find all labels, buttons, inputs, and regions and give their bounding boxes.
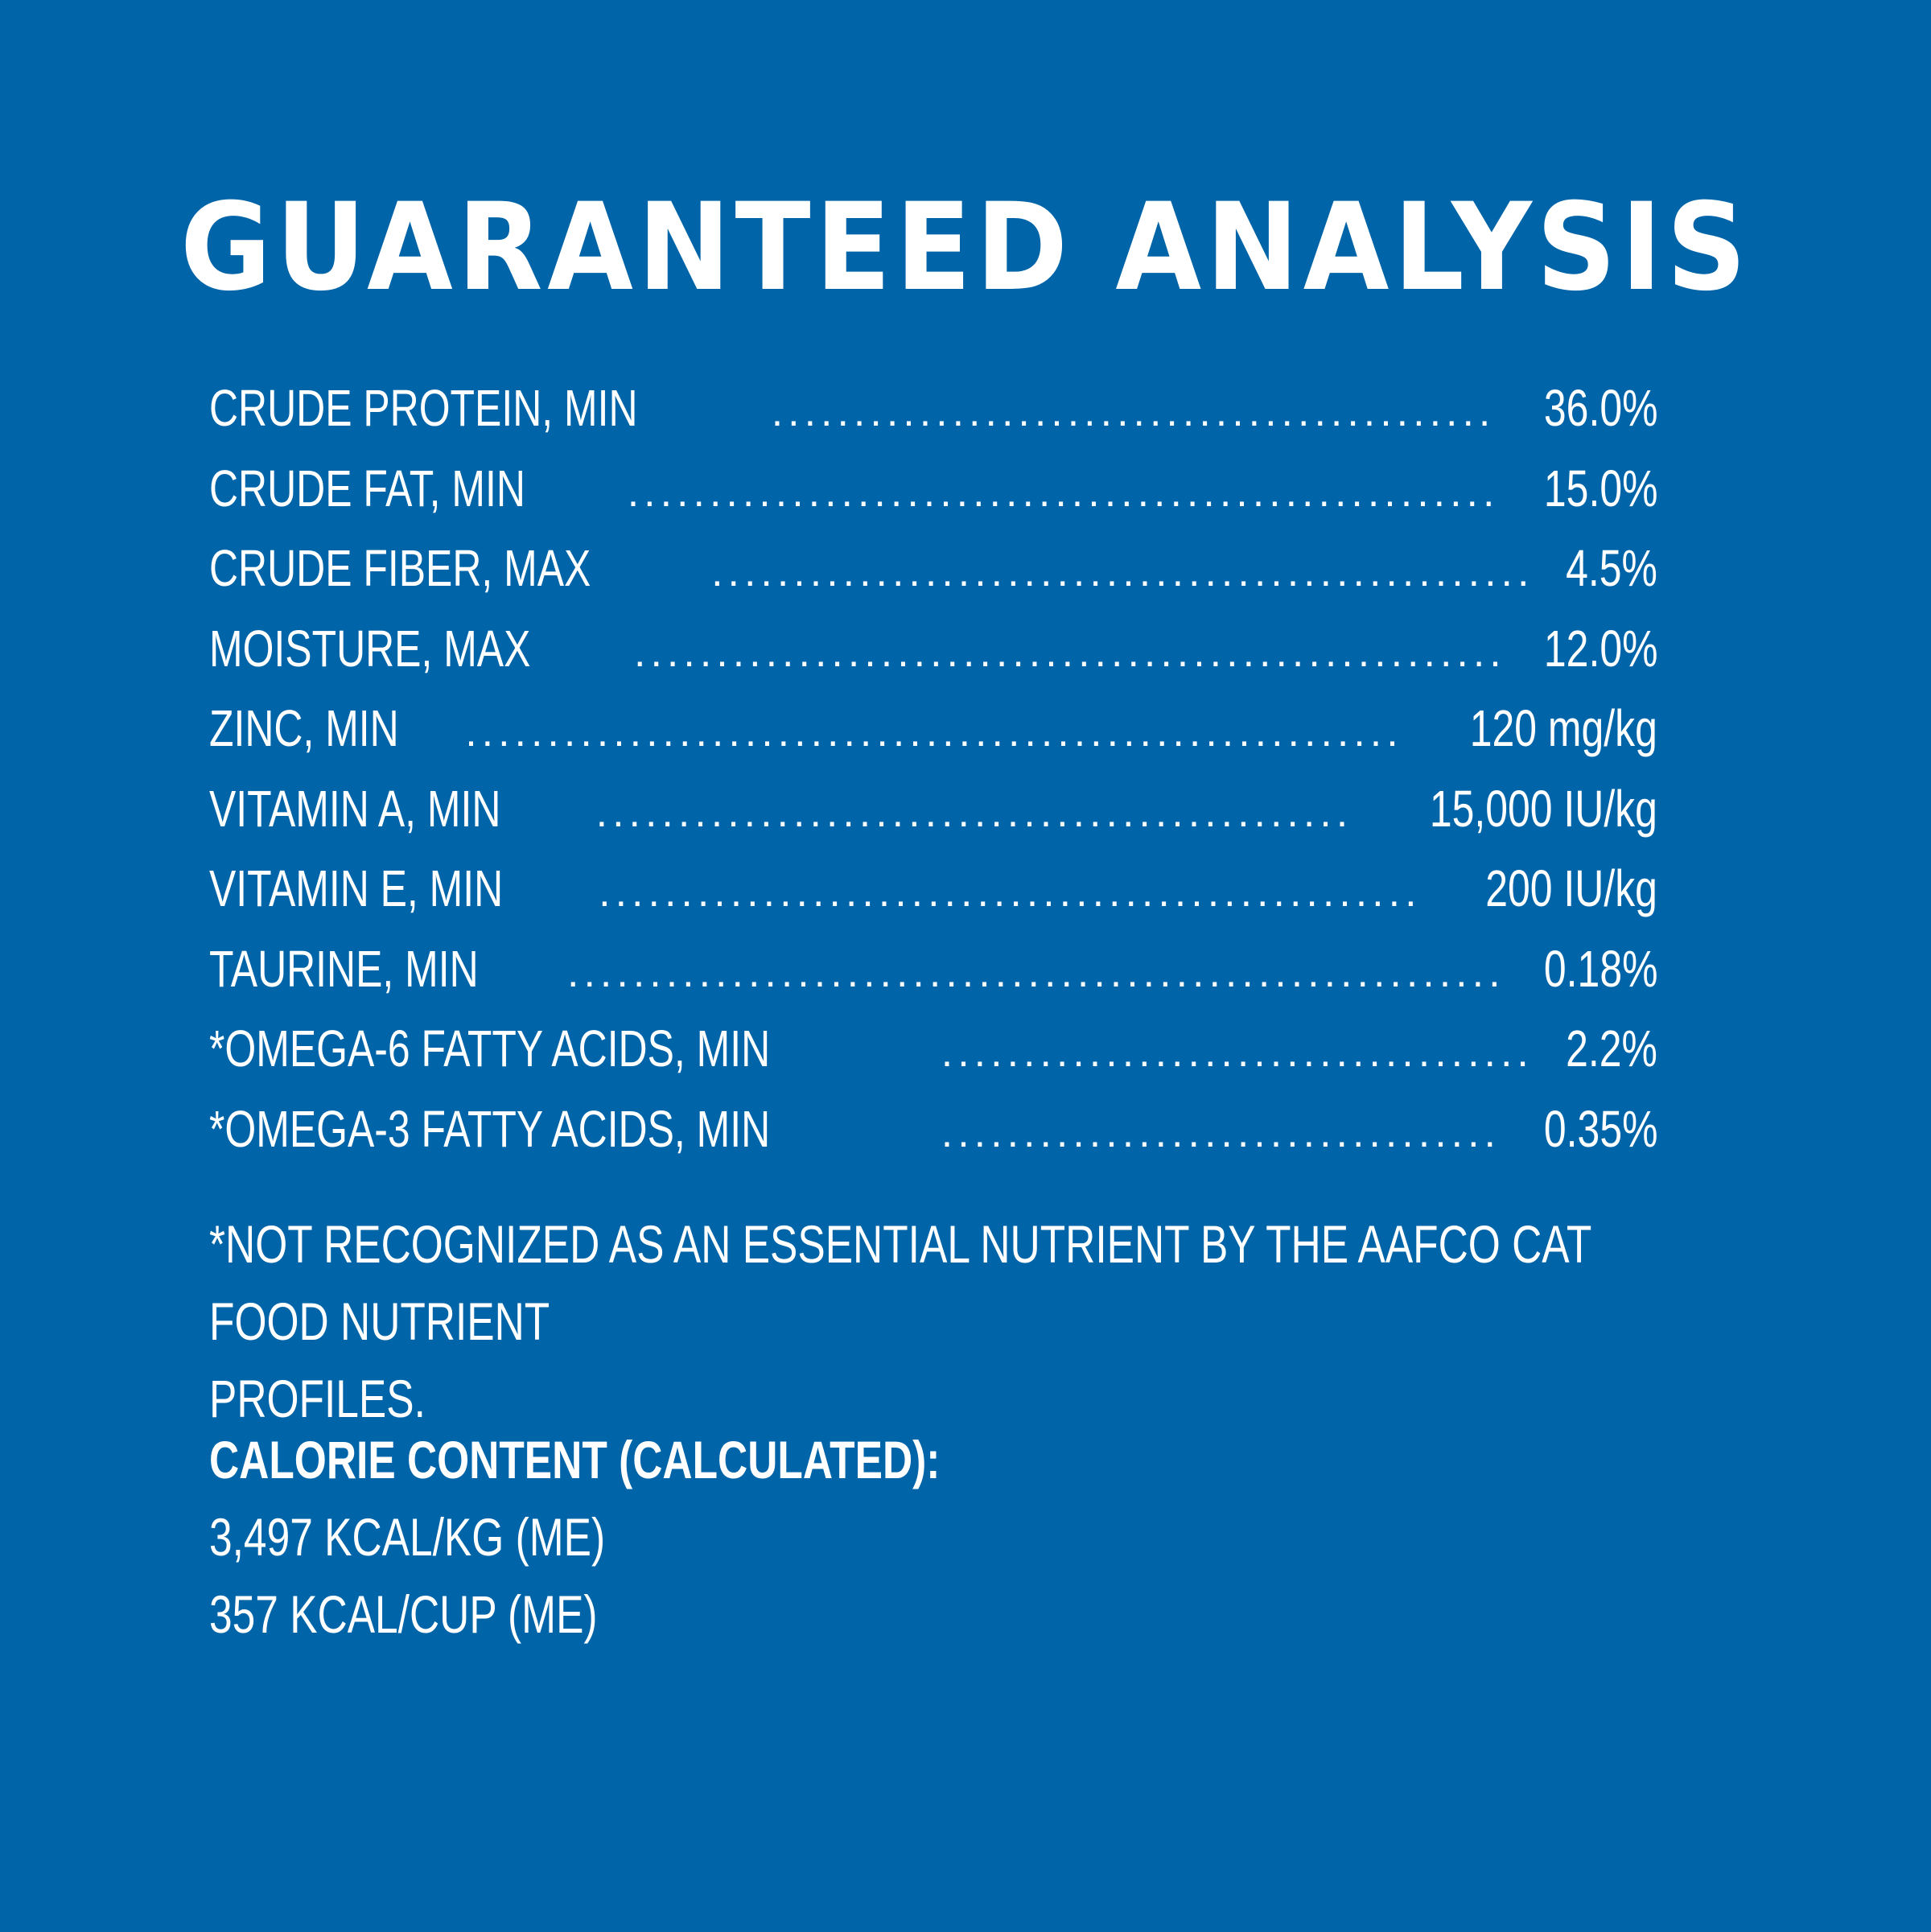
- dot-leader: [941, 1094, 1499, 1174]
- analysis-label: CRUDE FAT, MIN: [209, 459, 525, 517]
- analysis-value: 12.0%: [1543, 619, 1657, 678]
- analysis-label: CRUDE FIBER, MAX: [209, 539, 591, 597]
- analysis-row-omega-6: *OMEGA-6 FATTY ACIDS, MIN 2.2%: [209, 1009, 1657, 1090]
- analysis-value: 2.2%: [1566, 1020, 1657, 1077]
- analysis-value: 4.5%: [1566, 539, 1657, 597]
- analysis-row-crude-protein: CRUDE PROTEIN, MIN 36.0%: [209, 369, 1657, 449]
- analysis-row-moisture: MOISTURE, MAX 12.0%: [209, 609, 1657, 690]
- analysis-row-vitamin-a: VITAMIN A, MIN 15,000 IU/kg: [209, 769, 1657, 850]
- analysis-value: 15.0%: [1543, 459, 1657, 517]
- analysis-row-crude-fat: CRUDE FAT, MIN 15.0%: [209, 449, 1657, 529]
- analysis-row-omega-3: *OMEGA-3 FATTY ACIDS, MIN 0.35%: [209, 1090, 1657, 1170]
- dot-leader: [567, 933, 1499, 1014]
- analysis-value: 0.18%: [1543, 939, 1657, 998]
- dot-leader: [628, 453, 1499, 533]
- footnote-line: *NOT RECOGNIZED AS AN ESSENTIAL NUTRIENT…: [209, 1214, 1591, 1351]
- footnote-line: PROFILES.: [209, 1369, 426, 1428]
- analysis-list: CRUDE PROTEIN, MIN 36.0% CRUDE FAT, MIN …: [209, 369, 1657, 1169]
- analysis-value: 15,000 IU/kg: [1429, 779, 1657, 838]
- page-title: GUARANTEED ANALYSIS: [179, 178, 1752, 318]
- dot-leader: [941, 1013, 1527, 1094]
- aafco-footnote: *NOT RECOGNIZED AS AN ESSENTIAL NUTRIENT…: [209, 1205, 1653, 1437]
- analysis-value: 120 mg/kg: [1469, 699, 1657, 757]
- dot-leader: [599, 853, 1424, 933]
- calorie-per-cup: 357 KCAL/CUP (ME): [209, 1584, 598, 1644]
- analysis-label: ZINC, MIN: [209, 699, 399, 757]
- dot-leader: [711, 533, 1527, 613]
- analysis-label: MOISTURE, MAX: [209, 619, 531, 678]
- analysis-label: *OMEGA-6 FATTY ACIDS, MIN: [209, 1020, 771, 1077]
- analysis-row-crude-fiber: CRUDE FIBER, MAX 4.5%: [209, 529, 1657, 609]
- calorie-content: CALORIE CONTENT (CALCULATED): 3,497 KCAL…: [209, 1421, 1213, 1653]
- analysis-value: 36.0%: [1543, 379, 1657, 437]
- dot-leader: [772, 373, 1499, 453]
- analysis-label: VITAMIN A, MIN: [209, 779, 501, 838]
- dot-leader: [634, 613, 1499, 694]
- analysis-value: 0.35%: [1543, 1099, 1657, 1158]
- analysis-label: *OMEGA-3 FATTY ACIDS, MIN: [209, 1099, 771, 1158]
- calorie-heading: CALORIE CONTENT (CALCULATED):: [209, 1430, 941, 1489]
- analysis-row-taurine: TAURINE, MIN 0.18%: [209, 929, 1657, 1010]
- calorie-per-kg: 3,497 KCAL/KG (ME): [209, 1507, 606, 1567]
- analysis-label: CRUDE PROTEIN, MIN: [209, 379, 638, 437]
- analysis-label: VITAMIN E, MIN: [209, 859, 504, 917]
- analysis-label: TAURINE, MIN: [209, 939, 479, 998]
- dot-leader: [465, 693, 1404, 773]
- analysis-row-vitamin-e: VITAMIN E, MIN 200 IU/kg: [209, 849, 1657, 929]
- analysis-value: 200 IU/kg: [1485, 859, 1657, 917]
- analysis-row-zinc: ZINC, MIN 120 mg/kg: [209, 689, 1657, 769]
- dot-leader: [596, 773, 1353, 854]
